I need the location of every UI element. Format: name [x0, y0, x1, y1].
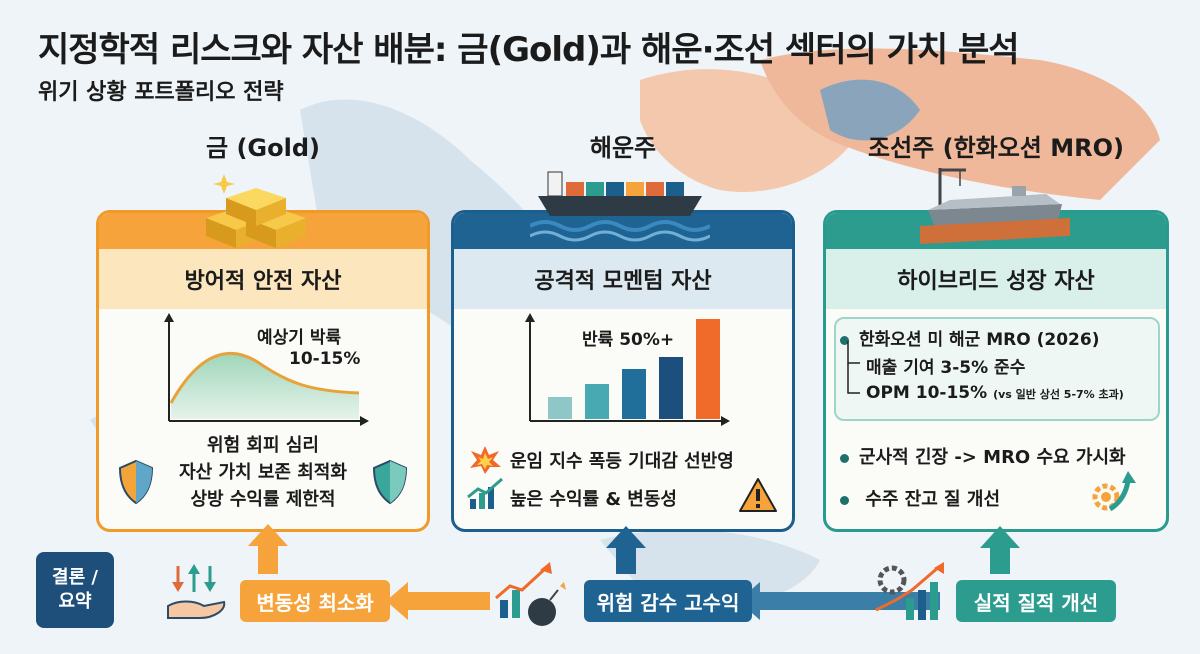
shipping-point-1: 운임 지수 폭등 기대감 선반영 — [510, 451, 734, 472]
shipbuilding-heading: 조선주 (한화오션 MRO) — [868, 134, 1124, 162]
container-ship-icon — [530, 171, 710, 242]
gold-curve-chart — [164, 313, 369, 426]
gold-point-2: 자산 가치 보존 최적화 — [179, 462, 347, 483]
mro-info-box — [834, 317, 1160, 421]
mro-line-1: 한화오션 미 해군 MRO (2026) — [840, 325, 1099, 350]
page-title: 지정학적 리스크와 자산 배분: 금(Gold)과 해운·조선 섹터의 가치 분… — [38, 30, 1020, 70]
gold-heading: 금 (Gold) — [206, 134, 320, 162]
conclusion-pill-shipping: 위험 감수 고수익 — [584, 580, 752, 622]
conclusion-pill-shipbuilding: 실적 질적 개선 — [956, 580, 1116, 622]
mro-line-3: OPM 10-15% (vs 일반 상선 5-7% 초과) — [866, 383, 1124, 403]
shipyard-icon — [920, 168, 1070, 244]
gold-card: 방어적 안전 자산 예상기 박륙 10-15% 위험 회피 심리 자산 가치 보… — [96, 210, 430, 532]
shipping-bar-chart — [525, 313, 730, 426]
shipbuilding-card: 하이브리드 성장 자산 한화오션 미 해군 MRO (2026) 매출 기여 3… — [823, 210, 1169, 532]
mro-line-2: 매출 기여 3-5% 준수 — [866, 358, 1026, 378]
shipping-bar-3 — [622, 369, 646, 419]
explosion-icon — [470, 446, 501, 474]
shipping-bar-4 — [659, 357, 683, 419]
shield-icon-right — [372, 459, 408, 505]
gear-growth-icon — [1092, 471, 1136, 512]
shipping-bar-2 — [585, 384, 609, 419]
shipping-heading: 해운주 — [589, 134, 657, 162]
conclusion-pill-gold: 변동성 최소화 — [240, 580, 390, 622]
shipping-chart-label: 반륙 50%+ — [582, 330, 675, 350]
page-subtitle: 위기 상황 포트폴리오 전략 — [38, 80, 284, 105]
conclusion-label-2: 요약 — [58, 591, 92, 612]
gold-point-1: 위험 회피 심리 — [207, 435, 319, 456]
warning-icon — [739, 478, 777, 512]
shipping-bar-1 — [548, 397, 572, 419]
conclusion-label-1: 결론 / — [52, 566, 98, 588]
gold-chart-label-2: 10-15% — [289, 349, 361, 369]
shipping-bar-5 — [696, 319, 720, 419]
gold-bars-icon — [206, 174, 306, 248]
hand-arrows-icon — [167, 564, 226, 619]
bomb-growth-icon — [495, 562, 566, 626]
shipbuilding-point-2: 수주 잔고 질 개선 — [840, 485, 1000, 511]
gold-point-3: 상방 수익률 제한적 — [190, 489, 336, 510]
shipbuilding-point-1: 군사적 긴장 -> MRO 수요 가시화 — [840, 443, 1126, 469]
tree-connector — [847, 341, 860, 394]
shipping-point-2: 높은 수익률 & 변동성 — [510, 489, 677, 510]
shield-icon — [118, 459, 154, 505]
chart-trend-icon — [467, 477, 503, 509]
conclusion-label-box: 결론 / 요약 — [36, 552, 114, 628]
gear-chart-icon — [875, 562, 944, 620]
gold-chart-label-1: 예상기 박륙 — [257, 328, 342, 348]
